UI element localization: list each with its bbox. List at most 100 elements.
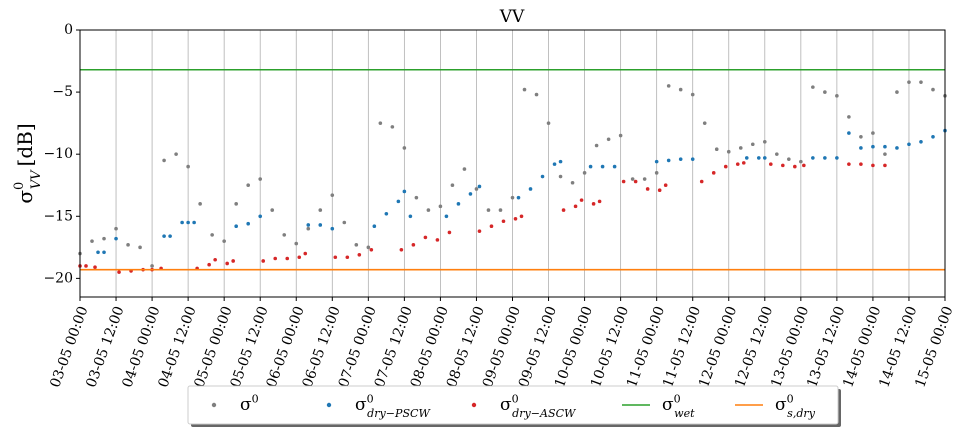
data-point (114, 236, 118, 241)
legend-label: σ0 (240, 392, 259, 415)
data-point (835, 94, 839, 98)
data-point (570, 180, 575, 185)
data-point (225, 261, 229, 266)
data-point (402, 146, 407, 150)
data-point (426, 208, 431, 212)
y-tick-label: −10 (43, 146, 73, 162)
label-unit: [dB] (13, 123, 37, 166)
data-point (522, 87, 527, 92)
data-point (835, 156, 839, 160)
data-point (702, 121, 707, 125)
x-tick-label: 06-05 12:00 (300, 304, 344, 389)
data-point (528, 187, 533, 191)
label-base: σ (662, 395, 674, 415)
data-point (333, 255, 338, 260)
x-tick-label: 06-05 00:00 (264, 304, 308, 389)
data-point (591, 202, 596, 206)
data-point (621, 179, 626, 184)
data-point (303, 251, 308, 256)
plot-frame (79, 29, 946, 298)
x-tick-label: 10-05 00:00 (552, 304, 596, 389)
x-tick-label: 07-05 00:00 (336, 304, 380, 389)
data-point (342, 220, 347, 225)
data-point (294, 241, 299, 246)
data-point (396, 199, 401, 204)
x-tick-label: 13-05 12:00 (804, 304, 848, 389)
data-point (162, 158, 166, 163)
data-point (447, 230, 452, 235)
data-point (654, 159, 659, 164)
data-point (907, 80, 911, 84)
data-point (258, 177, 263, 181)
data-point (919, 139, 923, 144)
data-point (357, 252, 362, 257)
data-point (690, 157, 695, 161)
data-point (213, 257, 217, 262)
data-point (802, 163, 806, 168)
x-tick-label: 04-05 12:00 (155, 304, 199, 389)
data-point (210, 233, 214, 237)
x-tick-label: 12-05 12:00 (732, 304, 776, 389)
data-point (438, 204, 443, 209)
data-point (657, 188, 662, 192)
data-point (489, 224, 494, 229)
x-tick-label: 03-05 00:00 (47, 304, 91, 389)
data-point (198, 202, 202, 206)
data-point (642, 177, 647, 181)
x-tick-label: 09-05 12:00 (516, 304, 560, 389)
x-tick-label: 05-05 00:00 (192, 304, 236, 389)
data-point (435, 238, 440, 242)
data-point (222, 239, 226, 243)
data-point (102, 250, 106, 255)
data-point (711, 171, 716, 175)
label-sup: 0 (512, 392, 519, 405)
label-sup: 0 (674, 392, 681, 405)
data-point (775, 152, 779, 156)
data-point (750, 142, 755, 147)
data-point (234, 224, 238, 229)
label-base: σ (355, 395, 367, 415)
data-point (859, 146, 863, 150)
data-point (811, 156, 815, 160)
data-point (114, 226, 118, 231)
data-point (883, 152, 887, 156)
data-point (726, 149, 731, 154)
data-point (594, 143, 599, 148)
label-sub: s,dry (787, 407, 816, 420)
data-point (192, 220, 196, 225)
x-tick-label: 15-05 00:00 (912, 304, 956, 389)
data-point (138, 245, 142, 250)
data-point (738, 146, 743, 150)
y-tick-label: −5 (52, 84, 73, 100)
data-point (384, 211, 389, 216)
data-point (540, 174, 545, 179)
data-point (399, 248, 404, 252)
data-point (372, 224, 377, 229)
data-point (486, 208, 491, 212)
data-point (318, 223, 323, 227)
data-point (811, 85, 815, 89)
data-point (600, 164, 605, 169)
data-point (699, 179, 704, 184)
data-point (477, 184, 482, 189)
data-point (633, 179, 638, 184)
y-tick-label: −15 (43, 208, 73, 224)
data-point (895, 146, 899, 150)
legend-box (187, 385, 839, 425)
data-point (231, 259, 235, 263)
data-point (768, 162, 773, 166)
data-point (126, 243, 130, 247)
data-point (546, 121, 551, 125)
data-point (690, 92, 695, 97)
data-point (168, 234, 172, 238)
data-point (306, 223, 311, 227)
data-point (871, 163, 875, 168)
data-point (573, 204, 578, 209)
data-point (330, 226, 335, 231)
data-point (468, 192, 473, 196)
data-point (519, 214, 524, 219)
data-point (666, 84, 671, 88)
x-tick-label: 11-05 00:00 (624, 304, 668, 389)
data-point (456, 202, 461, 206)
